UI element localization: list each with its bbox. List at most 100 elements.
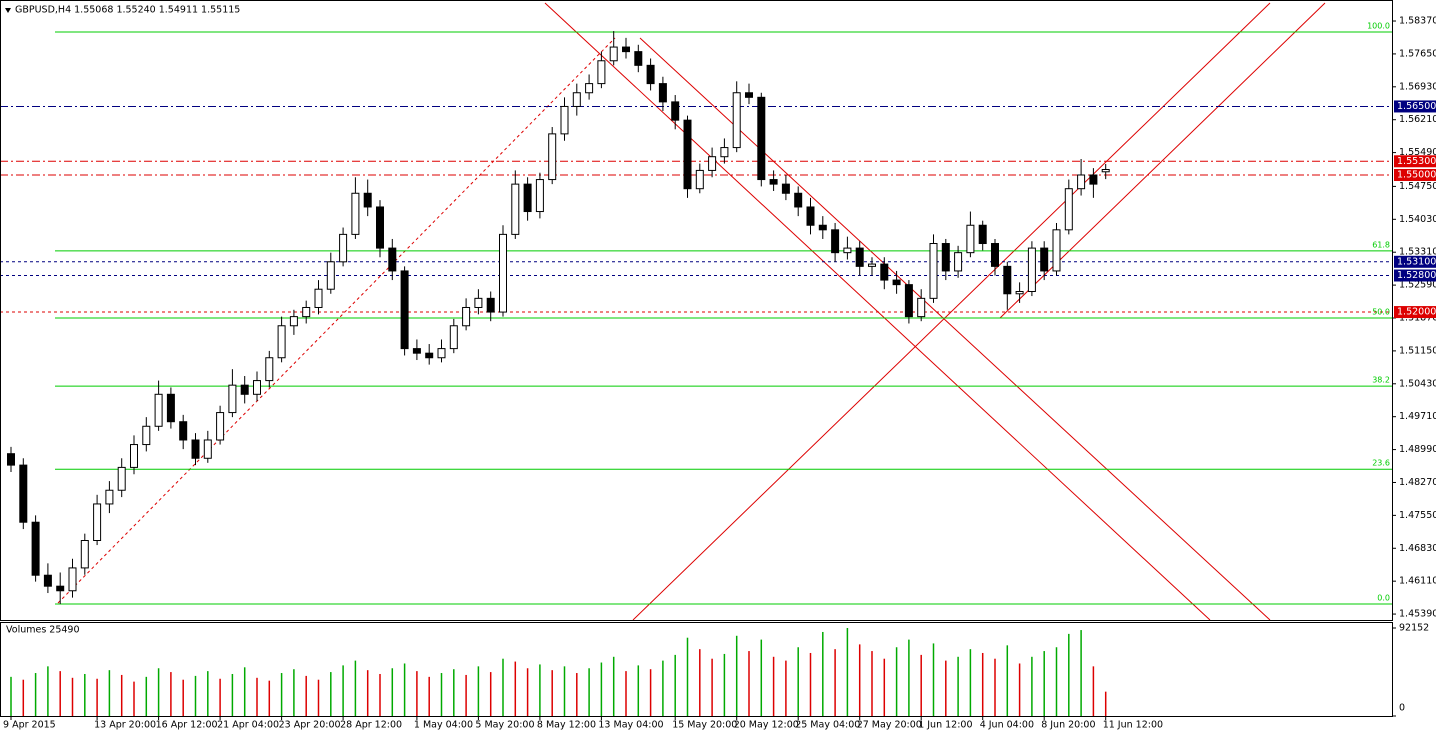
candle-body [474, 297, 483, 308]
y-tick-label: 1.47550 [1399, 510, 1436, 521]
candle-body [56, 585, 65, 592]
candle-body [179, 421, 188, 441]
candle-body [855, 247, 864, 267]
y-tick-label: 1.56210 [1399, 114, 1436, 125]
candle-body [117, 466, 126, 491]
candle-body [302, 306, 311, 318]
y-tick-label: 1.48270 [1399, 477, 1436, 488]
candle-body [93, 503, 102, 542]
y-tick-label: 1.53310 [1399, 247, 1436, 258]
candle-body [191, 439, 200, 459]
fib-label: 61.8 [1372, 240, 1390, 249]
fib-label: 38.2 [1372, 376, 1390, 385]
price-tag-label: 1.56500 [1397, 101, 1436, 112]
y-tick-label: 1.50430 [1399, 378, 1436, 389]
volume-tick-label: 0 [1399, 703, 1405, 714]
candle-body [954, 252, 963, 272]
candle-body [585, 83, 594, 94]
x-tick-label: 5 May 20:00 [475, 720, 534, 731]
candle-body [425, 352, 434, 359]
x-tick-label: 23 Apr 20:00 [279, 720, 341, 731]
candle-body [917, 297, 926, 318]
y-tick-label: 1.51150 [1399, 345, 1436, 356]
x-tick-label: 8 May 12:00 [537, 720, 596, 731]
candle-body [105, 489, 114, 505]
candle-body [511, 183, 520, 235]
price-tag-label: 1.55300 [1397, 156, 1436, 167]
y-tick-label: 1.46110 [1399, 576, 1436, 587]
candle-body [7, 453, 15, 466]
x-tick-label: 13 May 04:00 [598, 720, 663, 731]
y-tick-label: 1.45390 [1399, 609, 1436, 620]
candle-body [80, 540, 89, 569]
candle-body [560, 105, 569, 135]
candle-body [892, 279, 901, 286]
y-tick-label: 1.52590 [1399, 280, 1436, 291]
y-tick-label: 1.48990 [1399, 444, 1436, 455]
x-tick-label: 1 Jun 12:00 [918, 720, 972, 731]
candle-body [351, 192, 360, 235]
candle-body [732, 92, 741, 149]
candle-body [904, 284, 913, 318]
candle-body [646, 64, 655, 85]
candle-body [154, 393, 163, 427]
candle-body [1027, 247, 1036, 292]
candle-body [388, 247, 397, 272]
fib-label: 100.0 [1367, 21, 1390, 30]
candle-body [523, 183, 532, 213]
candle-body [868, 263, 876, 267]
price-tag-label: 1.55000 [1397, 169, 1436, 180]
candle-body [363, 192, 372, 208]
candle-body [449, 325, 458, 350]
candle-body [831, 229, 840, 254]
fib-label: 23.6 [1372, 459, 1390, 468]
candle-body [339, 233, 348, 263]
price-tag [1394, 306, 1436, 319]
candle-body [1089, 174, 1098, 185]
volume-tick-label: 92152 [1399, 623, 1429, 634]
candle-body [277, 325, 286, 359]
chart-title: GBPUSD,H4 1.55068 1.55240 1.54911 1.5511… [15, 5, 240, 16]
channel-line [544, 2, 1211, 620]
candle-body [929, 243, 938, 299]
channel-line [639, 37, 1271, 620]
candle-body [240, 384, 249, 395]
candle-body [412, 348, 421, 354]
price-tag [1394, 155, 1436, 168]
x-tick-label: 11 Jun 12:00 [1103, 720, 1163, 731]
price-tag-label: 1.52000 [1397, 307, 1436, 318]
candle-body [265, 357, 274, 382]
candle-body [486, 297, 495, 313]
candle-body [216, 412, 225, 441]
candle-body [462, 306, 471, 327]
candle-body [142, 425, 151, 446]
candle-body [978, 224, 987, 245]
x-tick-label: 8 Jun 20:00 [1041, 720, 1095, 731]
dropdown-icon[interactable] [5, 8, 11, 13]
price-tag [1394, 168, 1436, 181]
y-tick-label: 1.58370 [1399, 16, 1436, 27]
candle-body [499, 233, 507, 313]
candle-body [1040, 247, 1049, 272]
candle-body [683, 119, 692, 190]
candle-body [658, 83, 667, 103]
candle-body [253, 380, 261, 395]
x-tick-label: 21 Apr 04:00 [217, 720, 279, 731]
x-tick-label: 1 May 04:00 [414, 720, 473, 731]
price-tag-label: 1.52800 [1397, 270, 1436, 281]
candle-body [437, 348, 446, 359]
candle-body [1015, 290, 1024, 295]
x-tick-label: 13 Apr 20:00 [94, 720, 156, 731]
candle-body [708, 156, 717, 171]
price-panel [0, 0, 1393, 621]
price-layer [1, 31, 1392, 605]
candle-body [757, 96, 766, 181]
x-tick-label: 20 May 12:00 [734, 720, 799, 731]
channel-line [632, 2, 1271, 620]
x-tick-label: 4 Jun 04:00 [980, 720, 1034, 731]
x-tick-label: 28 Apr 12:00 [340, 720, 402, 731]
candle-body [548, 133, 557, 181]
y-tick-label: 1.55490 [1399, 147, 1436, 158]
